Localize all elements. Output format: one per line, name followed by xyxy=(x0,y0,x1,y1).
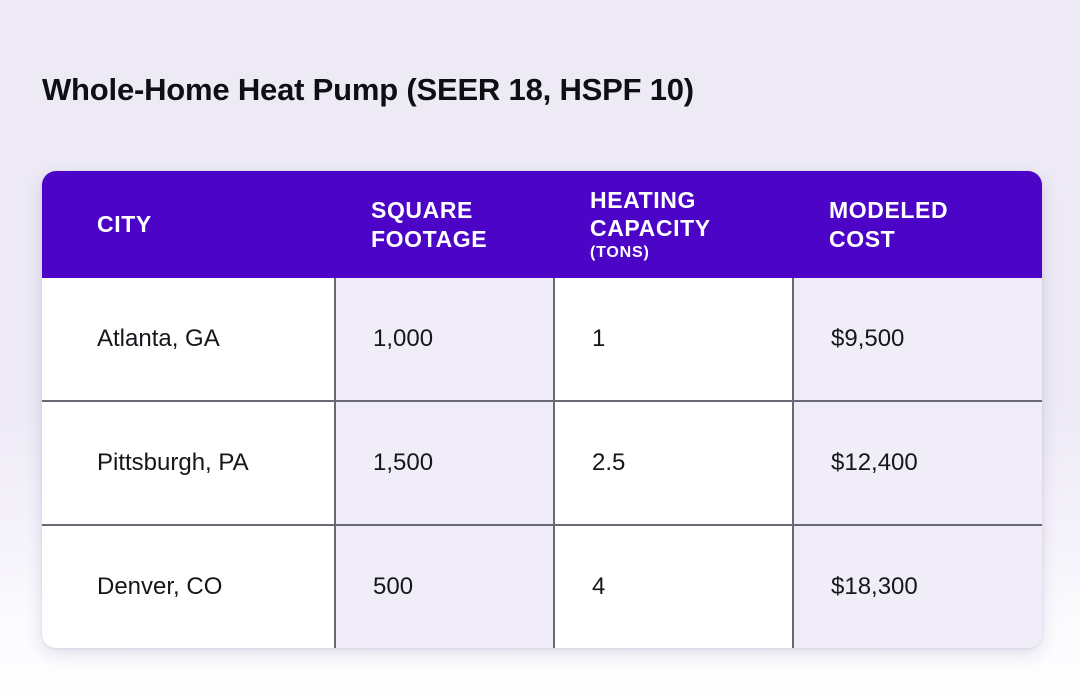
cell-modeled-cost: $9,500 xyxy=(792,278,1042,400)
column-header-label: CITY xyxy=(97,211,152,238)
column-header-label: MODELED COST xyxy=(829,197,949,252)
column-header-city: CITY xyxy=(42,171,334,278)
table-row-pittsburgh: Pittsburgh, PA 1,500 2.5 $12,400 xyxy=(42,400,1042,524)
column-header-label: SQUARE FOOTAGE xyxy=(371,197,488,252)
cell-square-footage: 1,000 xyxy=(334,278,553,400)
heat-pump-cost-table: CITY SQUARE FOOTAGE HEATING CAPACITY (TO… xyxy=(42,171,1042,648)
cell-heating-capacity: 4 xyxy=(553,526,792,648)
cell-modeled-cost: $18,300 xyxy=(792,526,1042,648)
cell-heating-capacity: 1 xyxy=(553,278,792,400)
column-header-heating-capacity: HEATING CAPACITY (TONS) xyxy=(553,171,792,278)
cell-square-footage: 500 xyxy=(334,526,553,648)
table-row-denver: Denver, CO 500 4 $18,300 xyxy=(42,524,1042,648)
cell-square-footage: 1,500 xyxy=(334,402,553,524)
cell-city: Pittsburgh, PA xyxy=(42,402,334,524)
cell-heating-capacity: 2.5 xyxy=(553,402,792,524)
table-row-atlanta: Atlanta, GA 1,000 1 $9,500 xyxy=(42,278,1042,400)
column-header-sublabel: (TONS) xyxy=(590,244,650,262)
cell-city: Denver, CO xyxy=(42,526,334,648)
column-header-modeled-cost: MODELED COST xyxy=(792,171,1042,278)
cell-city: Atlanta, GA xyxy=(42,278,334,400)
table-header-row: CITY SQUARE FOOTAGE HEATING CAPACITY (TO… xyxy=(42,171,1042,278)
page-title: Whole-Home Heat Pump (SEER 18, HSPF 10) xyxy=(42,72,694,107)
table-body: Atlanta, GA 1,000 1 $9,500 Pittsburgh, P… xyxy=(42,278,1042,648)
column-header-square-footage: SQUARE FOOTAGE xyxy=(334,171,553,278)
cell-modeled-cost: $12,400 xyxy=(792,402,1042,524)
column-header-label: HEATING CAPACITY xyxy=(590,187,711,242)
